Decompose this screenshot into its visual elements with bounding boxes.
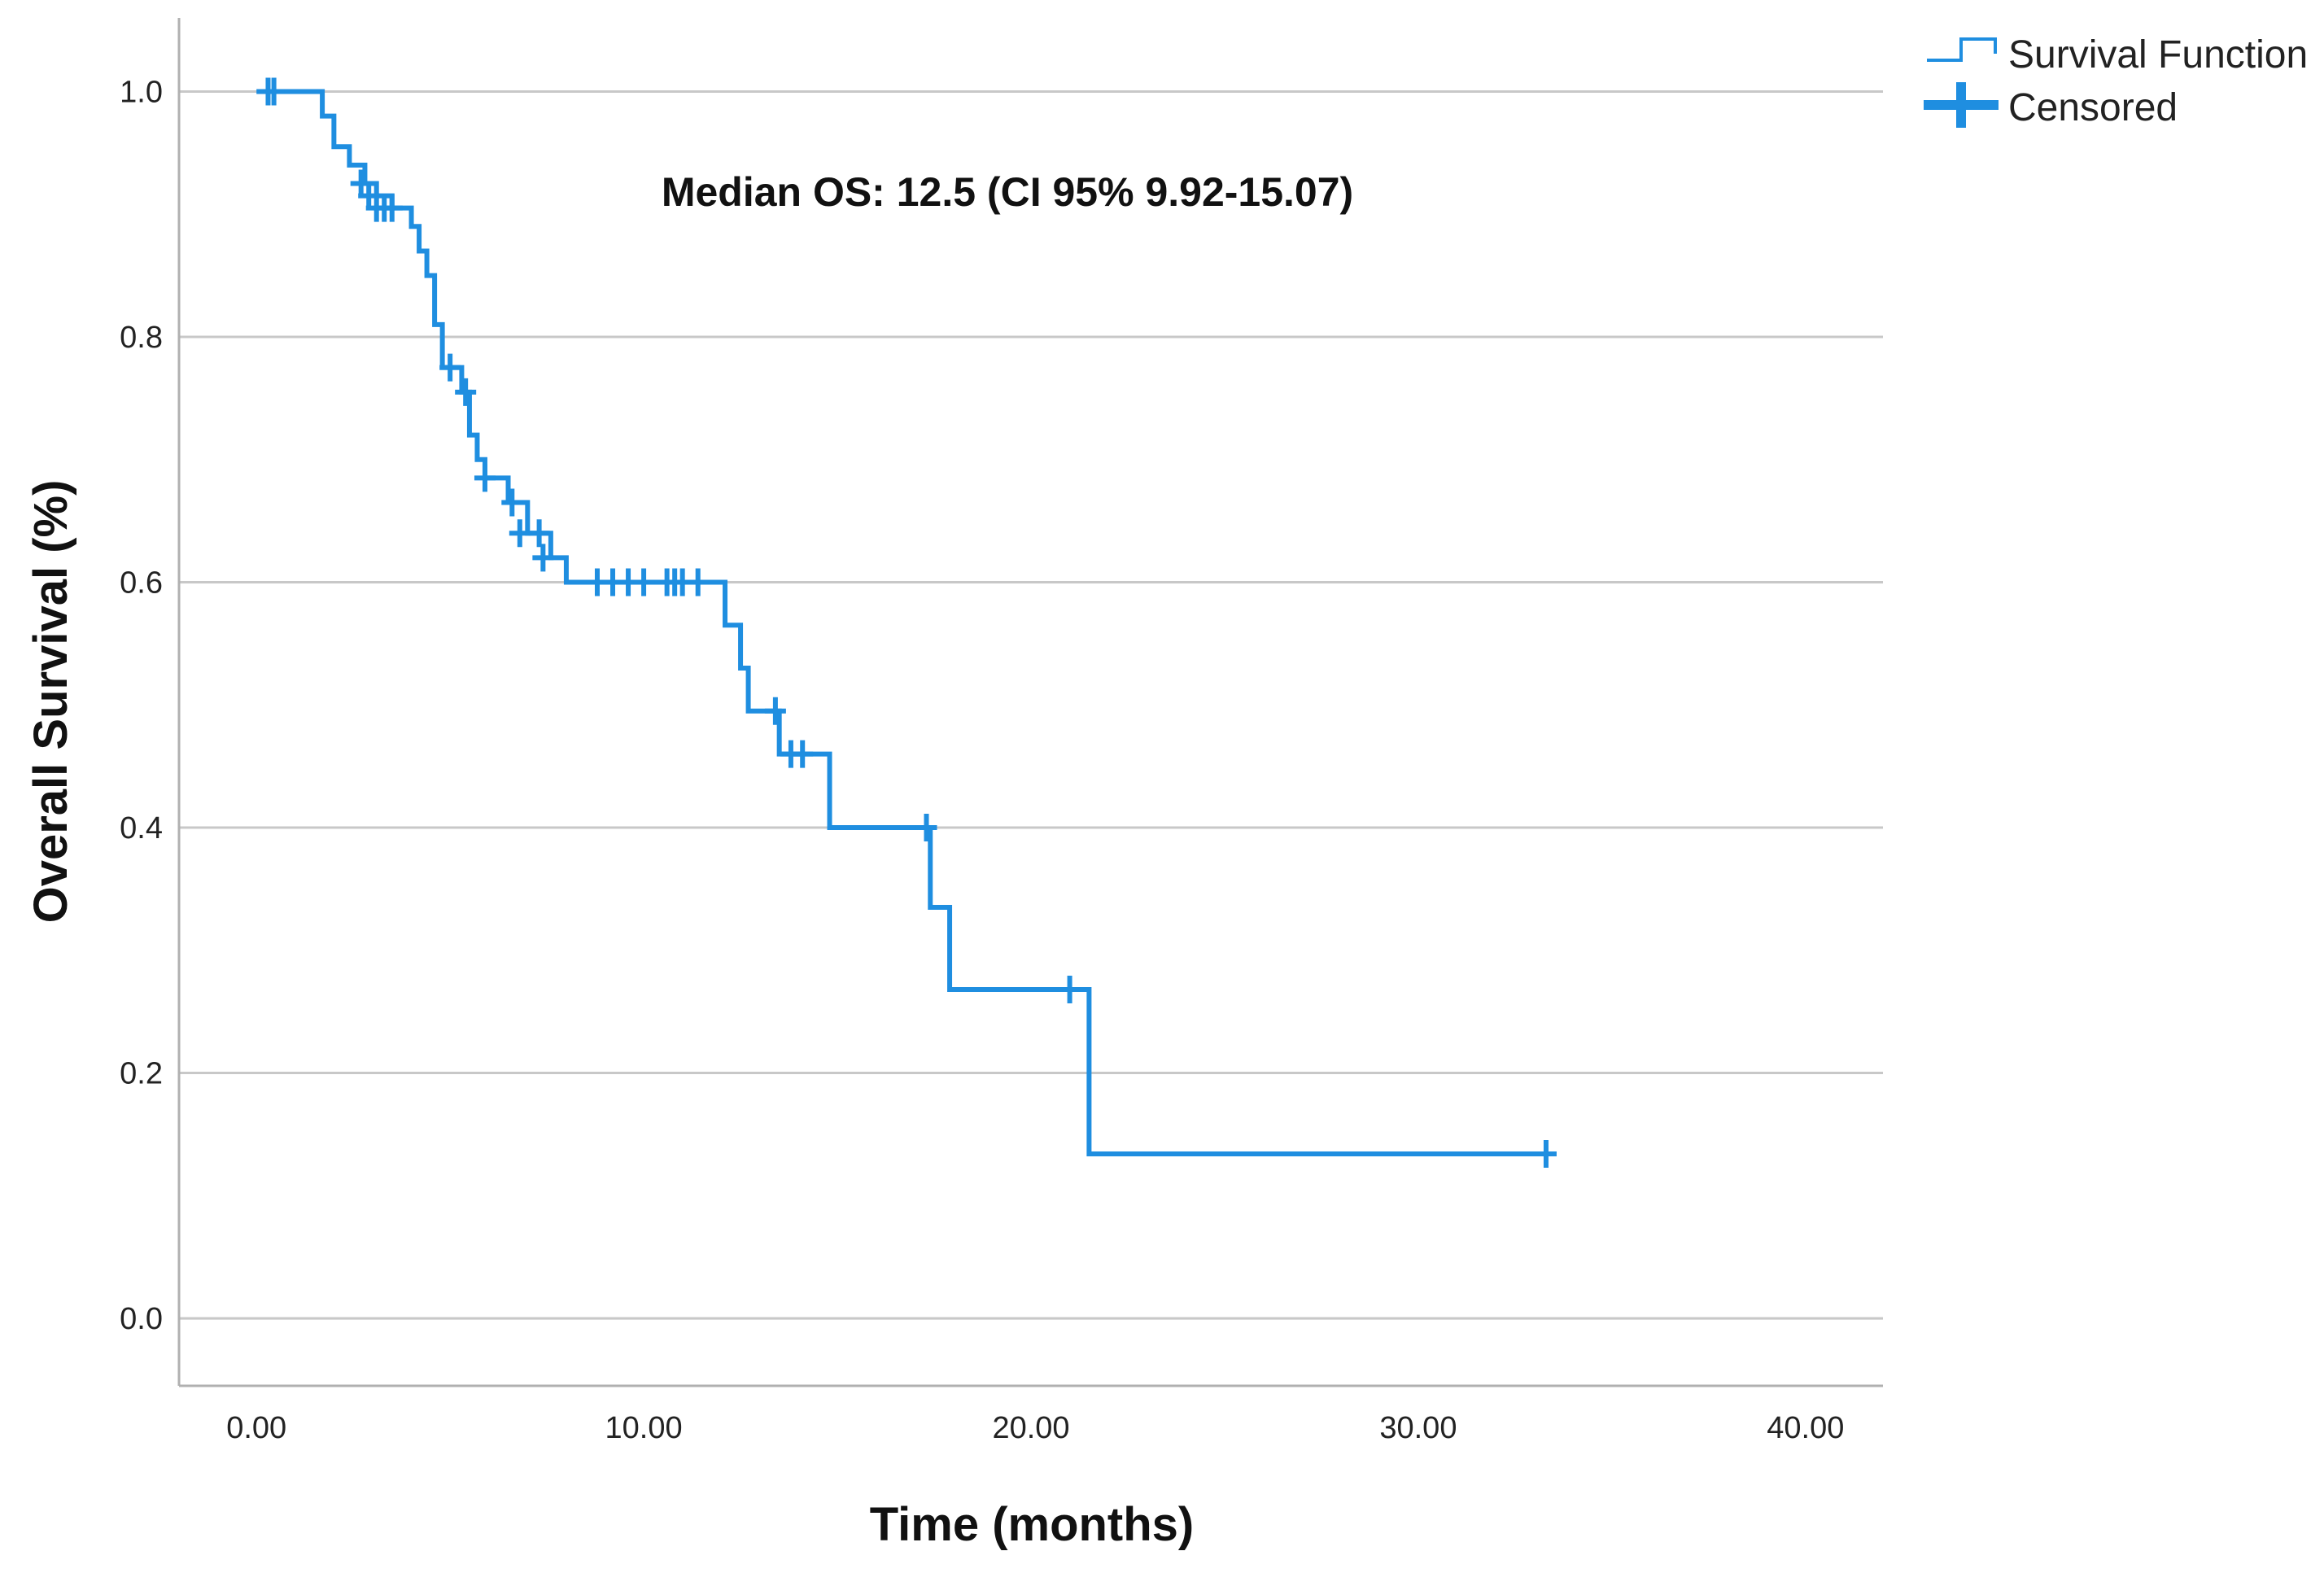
censored-mark-24	[792, 740, 814, 768]
censored-mark-7	[439, 353, 461, 382]
survival-curve-group	[256, 89, 1546, 1157]
x-tick-label-1: 10.00	[605, 1411, 683, 1445]
survival-function-line	[256, 89, 1546, 1157]
censored-mark-9	[474, 464, 496, 492]
censored-mark-26	[1059, 976, 1081, 1004]
y-axis-title: Overall Survival (%)	[24, 480, 77, 924]
gridlines	[179, 90, 1883, 1320]
legend: Survival Function Censored	[1924, 33, 2308, 129]
x-tick-labels: 0.00 10.00 20.00 30.00 40.00	[226, 1411, 1844, 1445]
censored-mark-13	[532, 544, 554, 572]
censored-mark-21	[687, 568, 709, 596]
median-os-annotation: Median OS: 12.5 (CI 95% 9.92-15.07)	[662, 169, 1353, 215]
censored-marks-group	[257, 77, 1557, 1169]
legend-survival-swatch	[1927, 37, 1997, 62]
censored-mark-27	[1535, 1140, 1557, 1169]
axes	[177, 18, 1883, 1387]
x-axis-title: Time (months)	[870, 1498, 1195, 1551]
censored-mark-12	[528, 519, 550, 548]
censored-mark-6	[381, 194, 403, 222]
censored-mark-25	[915, 814, 937, 842]
x-tick-label-2: 20.00	[992, 1411, 1069, 1445]
y-tick-label-0: 0.0	[120, 1302, 163, 1336]
y-tick-label-1: 0.2	[120, 1057, 163, 1091]
legend-survival-label: Survival Function	[2008, 33, 2308, 76]
y-tick-label-3: 0.6	[120, 566, 163, 601]
x-tick-label-4: 40.00	[1767, 1411, 1844, 1445]
y-tick-label-5: 1.0	[120, 75, 163, 109]
y-tick-labels: 0.0 0.2 0.4 0.6 0.8 1.0	[120, 75, 163, 1336]
y-tick-label-2: 0.4	[120, 811, 163, 845]
x-tick-label-0: 0.00	[226, 1411, 286, 1445]
censored-mark-1	[263, 77, 285, 106]
censored-mark-22	[764, 697, 786, 725]
y-tick-label-4: 0.8	[120, 321, 163, 355]
legend-censored-label: Censored	[2008, 86, 2178, 129]
censored-mark-8	[455, 378, 477, 406]
censored-mark-17	[633, 568, 655, 596]
censored-mark-10	[501, 488, 523, 517]
censored-mark-11	[509, 519, 531, 548]
x-tick-label-3: 30.00	[1379, 1411, 1457, 1445]
